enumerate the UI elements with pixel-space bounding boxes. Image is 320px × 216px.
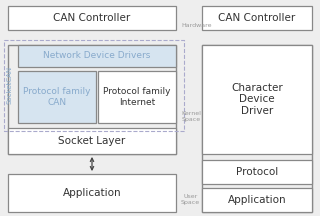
- Text: Protocol family
Internet: Protocol family Internet: [103, 87, 171, 107]
- Bar: [8, 128, 176, 154]
- Text: Kernel
Space: Kernel Space: [181, 111, 201, 122]
- Bar: [98, 71, 176, 123]
- Text: Character
Device
Driver: Character Device Driver: [231, 83, 283, 116]
- Text: Protocol family
CAN: Protocol family CAN: [23, 87, 91, 107]
- Bar: [202, 188, 312, 212]
- Bar: [8, 6, 176, 30]
- Bar: [18, 45, 176, 67]
- Text: Protocol: Protocol: [236, 167, 278, 177]
- Bar: [202, 160, 312, 184]
- Text: User
Space: User Space: [181, 194, 200, 205]
- Bar: [202, 45, 312, 154]
- Text: Network Device Drivers: Network Device Drivers: [43, 51, 151, 60]
- Bar: [8, 174, 176, 212]
- Text: Hardware: Hardware: [181, 23, 212, 28]
- Bar: [18, 71, 96, 123]
- Text: CAN Controller: CAN Controller: [218, 13, 296, 23]
- Bar: [8, 45, 176, 154]
- Text: Socket Layer: Socket Layer: [58, 136, 126, 146]
- Bar: [202, 45, 312, 212]
- Text: Application: Application: [228, 195, 286, 205]
- Text: CAN Controller: CAN Controller: [53, 13, 131, 23]
- Bar: [202, 6, 312, 30]
- Bar: [4, 40, 184, 131]
- Text: Application: Application: [63, 188, 121, 198]
- Text: SocketCAN: SocketCAN: [7, 66, 13, 104]
